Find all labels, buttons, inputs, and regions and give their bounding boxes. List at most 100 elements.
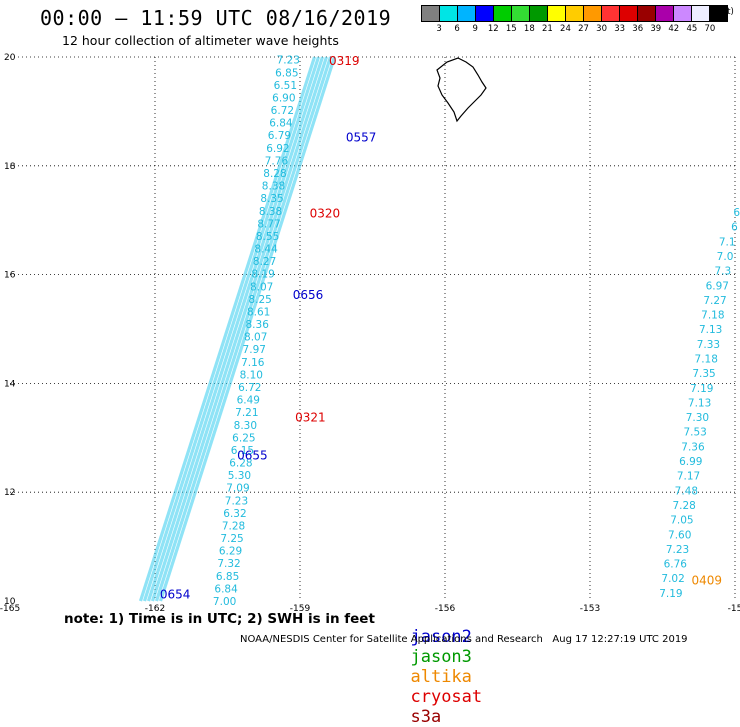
wave-height-map: -165 -162 -159 -156 -153 -15 20 18 16 14 12 10 7.23…	[0, 53, 740, 614]
footer-note: note: 1) Time is in UTC; 2) SWH is in fe…	[64, 611, 375, 627]
swh-value: 7.25	[220, 533, 243, 545]
time-label-cryosat: 0319	[329, 54, 360, 68]
time-label-cryosat: 0320	[310, 206, 341, 220]
swh-value: 6.76	[664, 559, 688, 571]
swh-value: 7.36	[681, 441, 705, 453]
time-label-cryosat: 0321	[295, 410, 326, 424]
legend-swatch	[692, 6, 710, 21]
swh-value: 7.18	[695, 354, 718, 366]
legend-swatch	[512, 6, 530, 21]
track-line	[138, 56, 317, 602]
swh-value: 7.53	[683, 427, 706, 439]
swh-value: 6.90	[272, 92, 295, 104]
track-line	[146, 56, 325, 602]
swh-value: 6.51	[274, 80, 297, 92]
swh-value: 7.1	[719, 236, 736, 248]
swh-value: 7.00	[213, 596, 236, 608]
swh-value: 7.02	[661, 573, 684, 585]
swh-value: 7.17	[677, 471, 700, 483]
legend-tick-label: 3	[436, 24, 442, 34]
legend-tick-label: 36	[632, 24, 644, 34]
swh-value: 8.19	[251, 269, 274, 281]
legend-swatch	[638, 6, 656, 21]
swh-value: 8.44	[254, 244, 278, 256]
swh-value: 7.05	[670, 515, 693, 527]
sat-altika: altika	[410, 667, 472, 687]
swh-value: 7.97	[243, 344, 266, 356]
track-line	[154, 56, 333, 602]
legend-swatch	[566, 6, 584, 21]
lon-tick-label: -15	[728, 604, 740, 614]
legend-tick-label: 12	[487, 24, 499, 34]
swh-value: 6.92	[266, 143, 289, 155]
legend-swatch	[476, 6, 494, 21]
map-title: 00:00 – 11:59 UTC 08/16/2019	[40, 6, 392, 30]
lat-tick-label: 18	[4, 162, 16, 172]
lon-tick-label: -153	[580, 604, 600, 614]
sat-jason3: jason3	[410, 647, 472, 667]
legend-swatch	[548, 6, 566, 21]
swh-value: 7.13	[688, 397, 711, 409]
legend-tick-label: 24	[560, 24, 571, 34]
legend-tick-label: 18	[523, 24, 535, 34]
swh-value: 6.15	[231, 445, 254, 457]
legend-tick-label: 33	[614, 24, 626, 34]
lon-tick-label: -162	[145, 604, 165, 614]
legend-swatch	[584, 6, 602, 21]
legend-swatch	[494, 6, 512, 21]
swh-value: 7.18	[701, 310, 724, 322]
swh-value: 8.55	[256, 231, 279, 243]
satellite-ground-tracks	[138, 56, 337, 602]
swh-value: 6.72	[238, 382, 261, 394]
satellite-legend: jason2 jason3 altika cryosat s3a	[390, 607, 490, 727]
sat-jason2: jason2	[410, 627, 472, 647]
legend-swatch	[458, 6, 476, 21]
legend-swatch	[602, 6, 620, 21]
legend-swatch	[530, 6, 548, 21]
swh-value: 7.19	[690, 383, 713, 395]
swh-value: 6.72	[271, 105, 294, 117]
swh-value: 6.25	[232, 432, 255, 444]
legend-swatches	[421, 5, 728, 22]
sat-s3a: s3a	[410, 707, 442, 727]
swh-value: 6.32	[223, 508, 246, 520]
credit-line: NOAA/NESDIS Center for Satellite Applica…	[240, 634, 688, 645]
swh-value: 7.19	[659, 588, 682, 600]
swh-value: 7.23	[666, 544, 689, 556]
legend-swatch	[440, 6, 458, 21]
swh-value: 8.61	[247, 306, 270, 318]
swh-value: 7.60	[668, 529, 691, 541]
swh-value: 7.23	[277, 55, 300, 67]
swh-value: 6	[733, 207, 740, 219]
legend-unit: (ft)	[721, 7, 734, 17]
swh-value: 7.35	[692, 368, 715, 380]
legend-tick-label: 39	[650, 24, 662, 34]
legend-swatch	[422, 6, 440, 21]
swh-value: 7.23	[225, 495, 248, 507]
time-label-altika: 0409	[692, 574, 723, 588]
legend-tick-label: 9	[472, 24, 478, 34]
legend-ticks: 3 6 9 12 15 18 21 24 27 30 33 36 39 42 45 70	[421, 22, 728, 36]
swh-value: 7.27	[703, 295, 726, 307]
swh-value: 8.27	[253, 256, 276, 268]
lat-tick-label: 14	[4, 379, 16, 389]
legend-tick-label: 21	[541, 24, 553, 34]
swh-value: 5.30	[228, 470, 251, 482]
swh-labels: 7.236.856.516.906.726.846.796.927.768.28…	[213, 55, 740, 608]
lon-tick-label: -159	[290, 604, 311, 614]
swh-value: 6.85	[275, 67, 298, 79]
swh-value: 6.99	[679, 456, 702, 468]
swh-value: 8.36	[246, 319, 270, 331]
swh-value: 7.16	[241, 357, 265, 369]
lat-tick-label: 10	[4, 597, 16, 607]
swh-value: 6.84	[269, 118, 293, 130]
swh-value: 8.28	[263, 168, 286, 180]
axis-labels: -165 -162 -159 -156 -153 -15 20 18 16 14 12 10	[0, 53, 740, 614]
time-labels: 0319 0320 0321 0557 0656 0655 0654 0409	[160, 54, 722, 601]
swh-value: 7.30	[686, 412, 709, 424]
legend-tick-label: 42	[668, 24, 680, 34]
legend-swatch	[674, 6, 692, 21]
legend-tick-label: 15	[505, 24, 517, 34]
swh-value: 8.25	[248, 294, 271, 306]
legend-tick-label: 30	[596, 24, 607, 34]
